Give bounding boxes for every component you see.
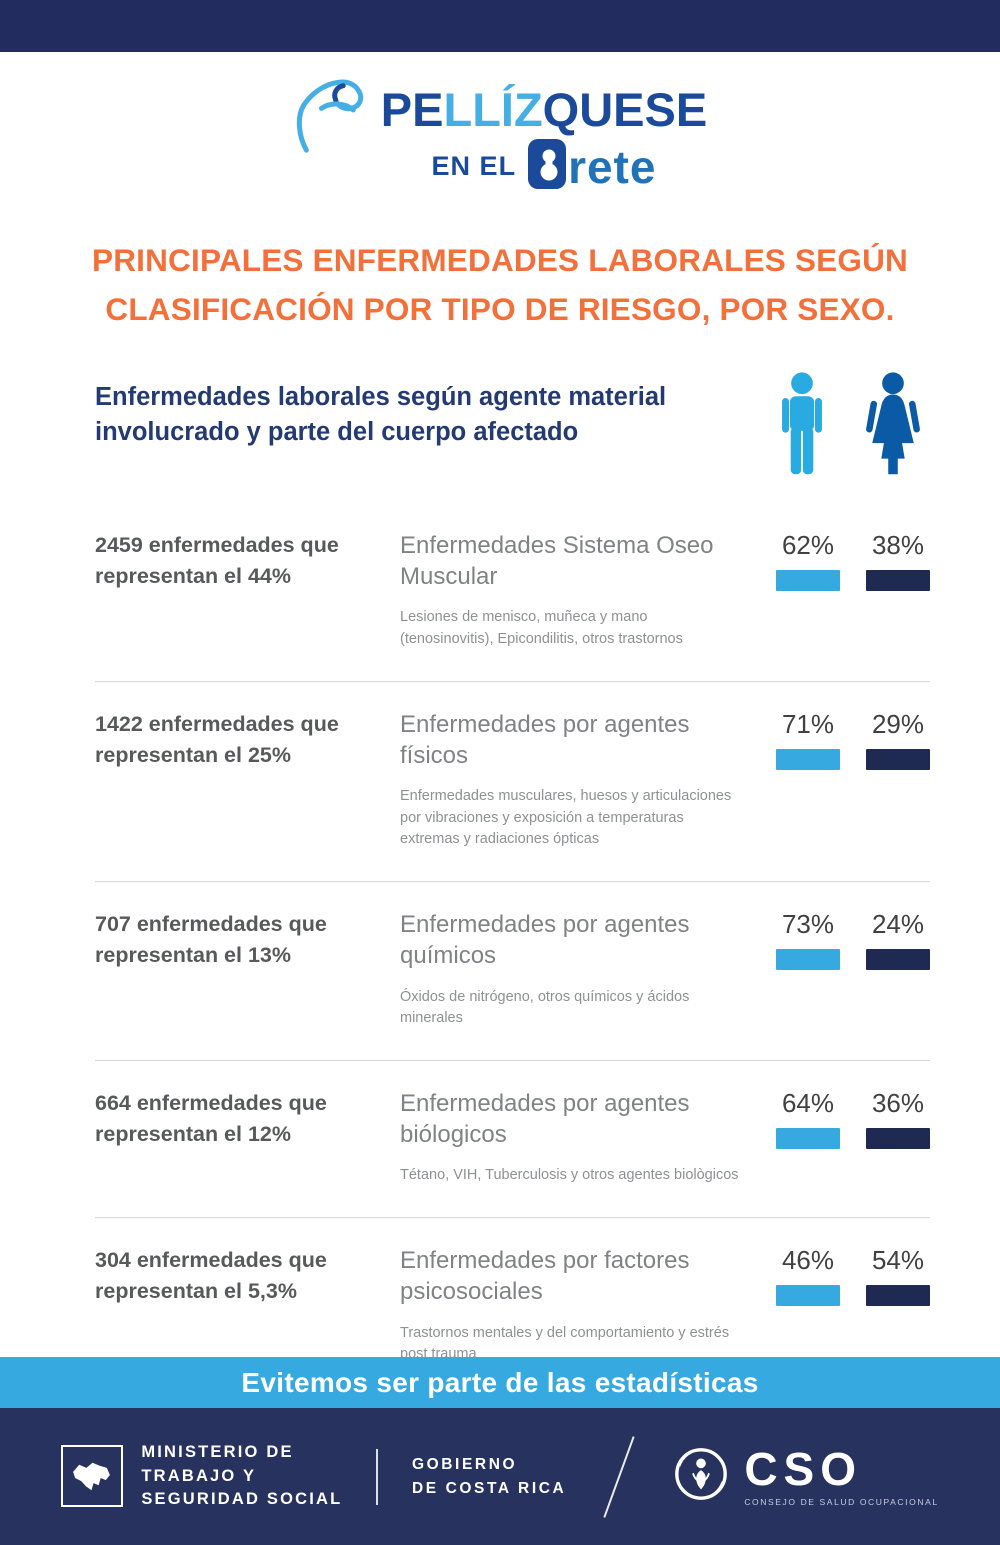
female-percent: 24% — [871, 909, 925, 940]
government-name: GOBIERNO DE COSTA RICA — [412, 1453, 566, 1500]
male-bar — [776, 748, 840, 770]
row-title: Enfermedades por factores psicosociales — [400, 1247, 690, 1306]
footer-bar: MINISTERIO DE TRABAJO Y SEGURIDAD SOCIAL… — [0, 1408, 1000, 1545]
row-stat: 1422 enfermedades que representan el 25% — [95, 711, 339, 767]
ministry-line1: MINISTERIO DE — [141, 1442, 294, 1461]
male-percent: 64% — [781, 1088, 835, 1118]
female-bar — [866, 748, 930, 770]
wordmark-pe: PE — [380, 83, 444, 136]
row-detail: Tétano, VIH, Tuberculosis y otros agente… — [400, 1167, 739, 1184]
table-row: 707 enfermedades que representan el 13% … — [95, 882, 930, 1061]
ministry-name: MINISTERIO DE TRABAJO Y SEGURIDAD SOCIAL — [141, 1441, 342, 1513]
male-percent: 73% — [781, 909, 835, 940]
female-bar — [866, 1285, 930, 1307]
page-title: PRINCIPALES ENFERMEDADES LABORALES SEGÚN… — [0, 236, 1000, 334]
brand-logo: PELLÍZQUESE EN EL rete — [0, 79, 1000, 194]
section-heading: Enfermedades laborales según agente mate… — [95, 382, 667, 447]
row-stat: 664 enfermedades que representan el 12% — [95, 1091, 327, 1147]
row-detail: Lesiones de menisco, muñeca y mano (teno… — [400, 609, 683, 647]
table-row: 1422 enfermedades que representan el 25%… — [95, 682, 930, 883]
cso-logo: CSO CONSEJO DE SALUD OCUPACIONAL — [672, 1445, 938, 1508]
male-bar — [776, 569, 840, 591]
ministry-line3: SEGURIDAD SOCIAL — [141, 1490, 343, 1509]
male-bar — [776, 949, 840, 971]
row-title: Enfermedades por agentes biólogicos — [400, 1090, 690, 1149]
row-stat: 304 enfermedades que representan el 5,3% — [95, 1248, 327, 1304]
brete-keyhole-b-icon — [528, 139, 567, 194]
government-line2: DE COSTA RICA — [411, 1479, 567, 1497]
table-row: 664 enfermedades que representan el 12% … — [95, 1061, 930, 1219]
row-percentages: 46% 54% — [758, 1245, 930, 1366]
table-row: 2459 enfermedades que representan el 44%… — [95, 503, 930, 682]
footer-slash-divider — [603, 1435, 635, 1518]
row-stat: 2459 enfermedades que representan el 44% — [95, 532, 339, 588]
row-percentages: 64% 36% — [758, 1088, 930, 1187]
row-detail: Enfermedades musculares, huesos y articu… — [400, 787, 732, 848]
male-bar — [776, 1285, 840, 1307]
row-percentages: 73% 24% — [758, 909, 930, 1030]
bottom-banner: Evitemos ser parte de las estadísticas — [0, 1357, 1000, 1408]
ministry-line2: TRABAJO Y — [141, 1466, 257, 1485]
gender-legend — [774, 372, 930, 481]
row-description-block: Enfermedades por agentes físicos Enferme… — [400, 709, 758, 852]
row-title: Enfermedades por agentes físicos — [400, 710, 690, 769]
costa-rica-map-icon — [61, 1445, 124, 1508]
brand-wordmark: PELLÍZQUESE — [381, 86, 707, 133]
wordmark-lliz: LLÍZ — [443, 83, 543, 136]
male-icon — [774, 372, 830, 481]
row-detail: Óxidos de nitrógeno, otros químicos y ác… — [400, 988, 690, 1027]
ministry-logo: MINISTERIO DE TRABAJO Y SEGURIDAD SOCIAL — [61, 1441, 342, 1513]
top-navy-bar — [0, 0, 1000, 52]
female-bar — [866, 949, 930, 971]
cso-person-circle-icon — [672, 1445, 730, 1508]
row-description-block: Enfermedades por factores psicosociales … — [400, 1245, 758, 1366]
male-percent: 71% — [781, 708, 835, 739]
male-percent: 46% — [781, 1245, 835, 1276]
wordmark-en-el: EN EL — [431, 151, 517, 181]
female-percent: 54% — [871, 1245, 925, 1276]
row-description-block: Enfermedades por agentes químicos Óxidos… — [400, 909, 758, 1030]
male-bar — [776, 1128, 840, 1149]
row-percentages: 71% 29% — [758, 709, 930, 852]
cso-subtitle: CONSEJO DE SALUD OCUPACIONAL — [744, 1497, 939, 1507]
section-header: Enfermedades laborales según agente mate… — [95, 372, 930, 481]
pinch-hand-icon — [293, 72, 385, 163]
row-percentages: 62% 38% — [758, 530, 930, 651]
footer-vertical-divider — [376, 1448, 378, 1505]
row-description-block: Enfermedades por agentes biólogicos Téta… — [400, 1088, 758, 1187]
female-percent: 29% — [871, 708, 925, 739]
row-stat: 707 enfermedades que representan el 13% — [95, 912, 327, 968]
female-icon — [862, 372, 924, 481]
government-line1: GOBIERNO — [411, 1456, 518, 1474]
female-percent: 38% — [871, 529, 925, 560]
page-title-line2: CLASIFICACIÓN POR TIPO DE RIESGO, POR SE… — [105, 290, 895, 327]
wordmark-quese: QUESE — [542, 83, 708, 136]
female-percent: 36% — [871, 1088, 925, 1118]
cso-wordmark: CSO — [744, 1443, 862, 1495]
female-bar — [866, 569, 930, 591]
row-title: Enfermedades Sistema Oseo Muscular — [400, 531, 714, 590]
male-percent: 62% — [781, 529, 835, 560]
wordmark-rete: rete — [568, 140, 657, 193]
row-description-block: Enfermedades Sistema Oseo Muscular Lesio… — [400, 530, 758, 651]
banner-text: Evitemos ser parte de las estadísticas — [241, 1366, 759, 1398]
female-bar — [866, 1128, 930, 1149]
page-title-line1: PRINCIPALES ENFERMEDADES LABORALES SEGÚN — [92, 242, 908, 278]
row-title: Enfermedades por agentes químicos — [400, 911, 690, 970]
table-row: 304 enfermedades que representan el 5,3%… — [95, 1218, 930, 1397]
